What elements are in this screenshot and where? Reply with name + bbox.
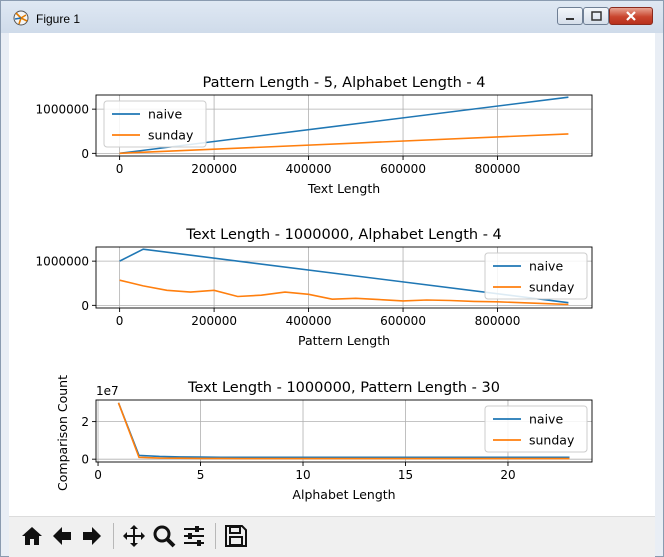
y-tick-label: 1000000 — [36, 103, 89, 117]
toolbar-separator — [113, 523, 114, 549]
figure-canvas[interactable]: 0 200000 400000 600000 800000 0 1000000 Pattern… — [9, 33, 655, 516]
save-disk-icon — [225, 525, 247, 547]
x-tick-label: 0 — [116, 162, 124, 176]
close-button[interactable] — [609, 7, 653, 25]
series-line-sunday — [119, 279, 569, 306]
navigation-toolbar — [9, 516, 655, 557]
minimize-icon — [566, 18, 574, 20]
x-tick-label: 400000 — [286, 314, 332, 328]
y-tick-label: 0 — [81, 453, 89, 467]
pan-move-icon — [123, 525, 145, 547]
maximize-icon — [591, 11, 602, 21]
x-tick-label: 5 — [197, 468, 205, 482]
x-tick-label: 400000 — [286, 162, 332, 176]
legend-label-naive: naive — [148, 107, 182, 122]
chart-title: Pattern Length - 5, Alphabet Length - 4 — [202, 75, 485, 91]
series-line-sunday — [119, 133, 569, 155]
x-tick-label: 0 — [94, 468, 102, 482]
toolbar-separator — [215, 523, 216, 549]
zoom-button[interactable] — [149, 521, 179, 551]
x-tick-label: 600000 — [380, 314, 426, 328]
matplotlib-app-icon — [13, 10, 29, 26]
legend-label-sunday: sunday — [529, 280, 575, 295]
back-arrow-icon — [53, 527, 71, 545]
axes-frame — [95, 94, 593, 157]
legend-label-sunday: sunday — [148, 128, 194, 143]
x-axis-label: Alphabet Length — [292, 487, 395, 502]
x-tick-label: 15 — [398, 468, 413, 482]
x-tick-label: 800000 — [475, 314, 521, 328]
y-tick-label: 0 — [81, 147, 89, 161]
window-title: Figure 1 — [36, 12, 81, 26]
title-bar[interactable]: Figure 1 — [1, 1, 663, 33]
forward-button[interactable] — [77, 521, 107, 551]
home-icon — [22, 527, 42, 545]
home-button[interactable] — [17, 521, 47, 551]
y-tick-label: 0 — [81, 299, 89, 313]
series-line-sunday — [117, 402, 570, 460]
x-tick-label: 200000 — [191, 314, 237, 328]
configure-subplots-button[interactable] — [179, 521, 209, 551]
x-axis-label: Text Length — [307, 181, 380, 196]
axes-frame — [95, 246, 593, 309]
back-button[interactable] — [47, 521, 77, 551]
pan-button[interactable] — [119, 521, 149, 551]
series-line-naive — [117, 402, 570, 459]
x-tick-label: 800000 — [475, 162, 521, 176]
configure-subplots-icon — [184, 526, 204, 546]
legend-label-naive: naive — [529, 259, 563, 274]
chart-title: Text Length - 1000000, Pattern Length - … — [187, 380, 500, 396]
chart-title: Text Length - 1000000, Alphabet Length -… — [185, 227, 502, 243]
forward-arrow-icon — [83, 527, 101, 545]
series-line-naive — [119, 248, 569, 304]
x-tick-label: 10 — [295, 468, 310, 482]
minimize-button[interactable] — [557, 7, 583, 25]
y-offset-label: 1e7 — [96, 384, 119, 398]
y-axis-label: Comparison Count — [55, 375, 70, 491]
zoom-magnifier-icon — [153, 525, 176, 548]
plots-svg: 0 200000 400000 600000 80000001000000Pattern… — [36, 75, 593, 502]
x-tick-label: 0 — [116, 314, 124, 328]
legend-label-sunday: sunday — [529, 433, 575, 448]
y-tick-label: 1000000 — [36, 255, 89, 269]
x-tick-label: 600000 — [380, 162, 426, 176]
x-tick-label: 20 — [500, 468, 515, 482]
legend-label-naive: naive — [529, 412, 563, 427]
x-axis-label: Pattern Length — [298, 333, 390, 348]
close-icon — [626, 11, 636, 21]
maximize-button[interactable] — [583, 7, 609, 25]
save-button[interactable] — [221, 521, 251, 551]
axes-frame — [95, 399, 593, 463]
y-tick-label: 2 — [81, 415, 89, 429]
x-tick-label: 200000 — [191, 162, 237, 176]
